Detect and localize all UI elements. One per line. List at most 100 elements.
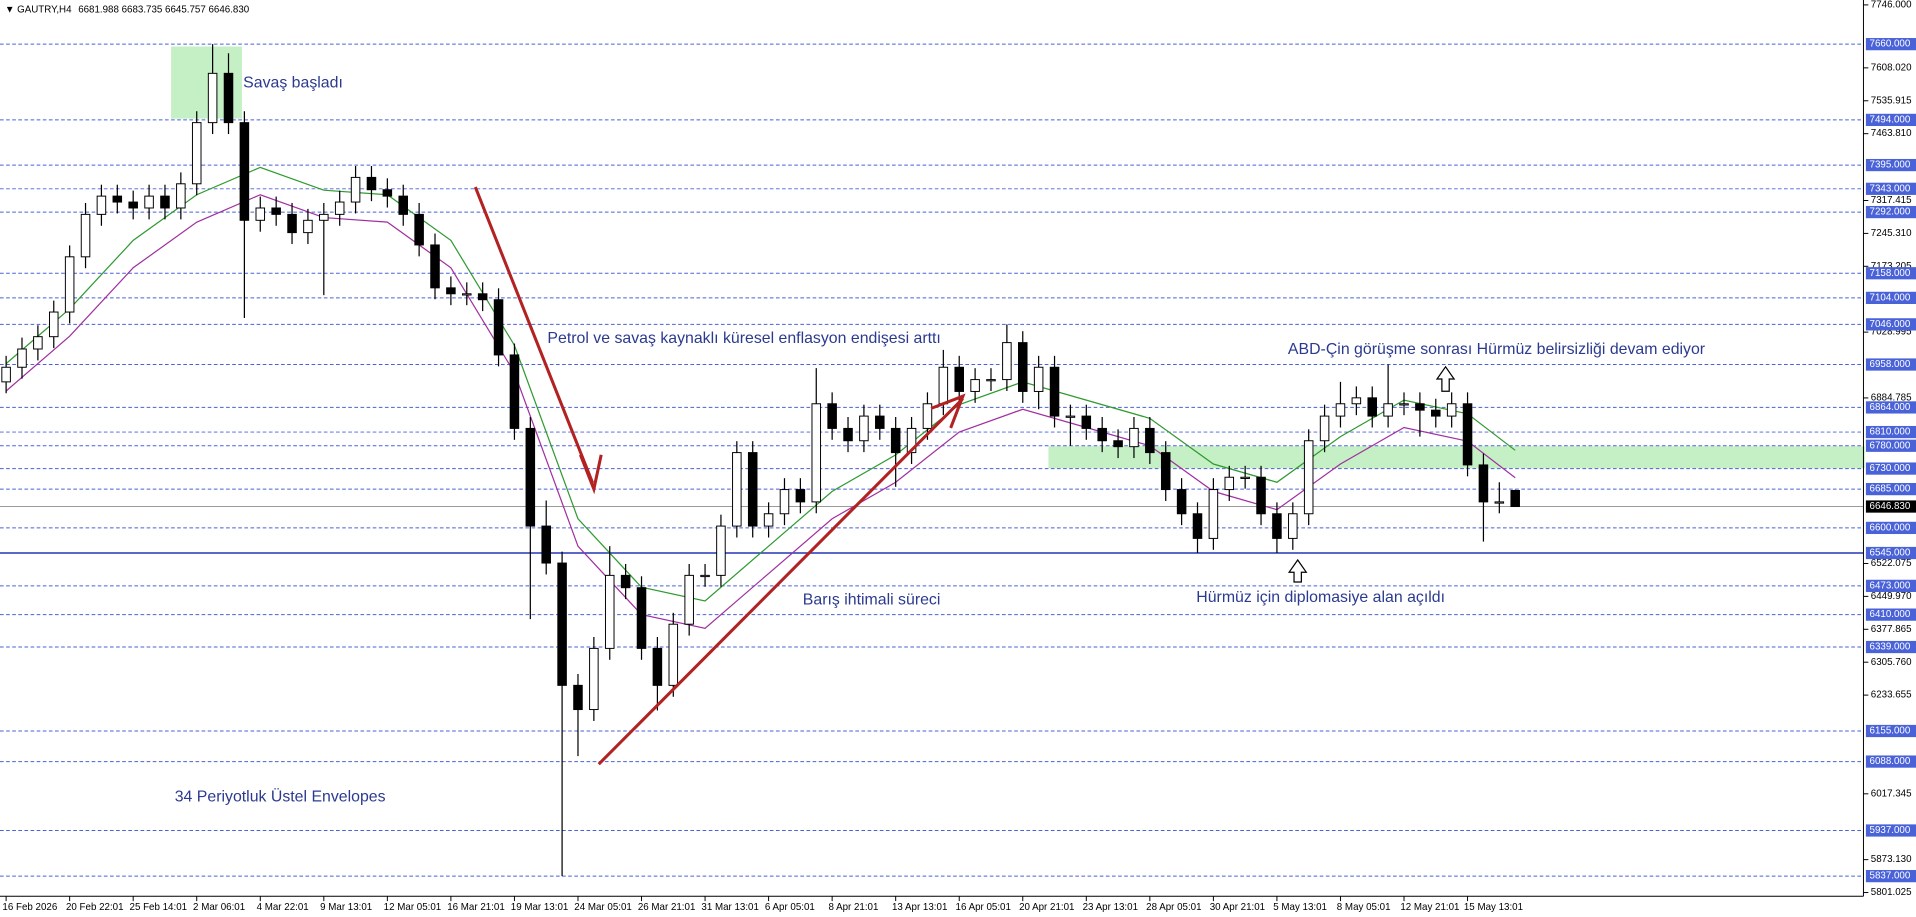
annotation: Barış ihtimali süreci bbox=[803, 592, 941, 609]
candle-body bbox=[1160, 452, 1171, 491]
y-tick-label: 7463.810 bbox=[1871, 128, 1912, 139]
candle-body bbox=[1272, 513, 1282, 539]
candle-body bbox=[1367, 397, 1378, 417]
current-price-label: 6646.830 bbox=[1870, 501, 1911, 512]
y-tick-label: 6017.345 bbox=[1871, 788, 1912, 799]
candle-body bbox=[207, 72, 218, 124]
candle-body bbox=[1510, 489, 1520, 508]
level-label-bg bbox=[1865, 182, 1916, 195]
candle-body bbox=[112, 195, 123, 203]
candle-body bbox=[64, 256, 75, 313]
level-label: 6088.000 bbox=[1870, 756, 1911, 767]
x-tick-label: 12 Mar 05:01 bbox=[384, 902, 442, 913]
envelope-line bbox=[5, 166, 1516, 602]
level-label-bg bbox=[1865, 205, 1916, 219]
level-label: 6339.000 bbox=[1870, 642, 1911, 653]
level-label: 6545.000 bbox=[1870, 548, 1911, 559]
candle-body bbox=[1065, 415, 1076, 418]
x-tick-label: 5 May 13:01 bbox=[1273, 902, 1327, 913]
level-label: 7660.000 bbox=[1870, 39, 1911, 50]
candle-body bbox=[239, 122, 250, 221]
current-price-bg bbox=[1865, 500, 1916, 513]
arrow-head bbox=[578, 454, 603, 495]
y-tick-label: 7317.415 bbox=[1871, 195, 1912, 206]
candle-body bbox=[938, 366, 949, 405]
x-tick-label: 8 Apr 21:01 bbox=[828, 902, 878, 913]
candle-body bbox=[1399, 403, 1409, 406]
candle-body bbox=[96, 195, 107, 215]
level-label-bg bbox=[1865, 546, 1916, 560]
x-tick-label: 24 Mar 05:01 bbox=[574, 902, 632, 913]
x-tick-label: 16 Feb 2026 bbox=[2, 902, 57, 913]
level-label-bg bbox=[1865, 640, 1916, 654]
annotation: 34 Periyotluk Üstel Envelopes bbox=[175, 787, 386, 805]
candle-body bbox=[509, 354, 520, 429]
candle-body bbox=[191, 122, 202, 185]
level-label-bg bbox=[1865, 291, 1916, 305]
candle-body bbox=[573, 684, 583, 711]
candle-body bbox=[1303, 440, 1314, 515]
candle-body bbox=[795, 489, 806, 503]
level-label-bg bbox=[1865, 425, 1916, 439]
level-label: 6730.000 bbox=[1870, 463, 1911, 474]
candle-body bbox=[1478, 464, 1489, 503]
candle-body bbox=[1446, 403, 1457, 417]
x-tick-label: 13 Apr 13:01 bbox=[892, 902, 947, 913]
candle-body bbox=[1335, 403, 1346, 417]
level-label: 7104.000 bbox=[1870, 292, 1911, 303]
candle-body bbox=[1319, 415, 1330, 442]
candle-body bbox=[446, 287, 456, 295]
candle-body bbox=[1017, 342, 1028, 392]
candle-body bbox=[970, 379, 980, 392]
y-tick-label: 5801.025 bbox=[1871, 887, 1912, 898]
x-tick-label: 12 May 21:01 bbox=[1400, 902, 1459, 913]
candle-body bbox=[636, 587, 647, 649]
candle-body bbox=[80, 213, 91, 258]
candle-body bbox=[1097, 427, 1107, 442]
y-tick-label: 6449.970 bbox=[1871, 591, 1912, 602]
candle-body bbox=[1256, 476, 1266, 515]
candle-body bbox=[1288, 513, 1298, 539]
candle-body bbox=[366, 176, 377, 191]
y-tick-label: 7173.205 bbox=[1871, 261, 1912, 272]
candle-body bbox=[922, 403, 933, 429]
x-tick-label: 2 Mar 06:01 bbox=[193, 902, 245, 913]
x-tick-label: 8 May 05:01 bbox=[1337, 902, 1391, 913]
candle-body bbox=[1224, 476, 1235, 491]
candle-body bbox=[604, 574, 615, 649]
candle-body bbox=[557, 562, 567, 686]
candle-body bbox=[1383, 403, 1393, 417]
y-tick-label: 7028.995 bbox=[1871, 327, 1912, 338]
zone-range bbox=[1048, 446, 1865, 469]
level-label: 6600.000 bbox=[1870, 522, 1911, 533]
candle-body bbox=[1208, 489, 1219, 539]
level-label: 7292.000 bbox=[1870, 207, 1911, 218]
level-label-bg bbox=[1865, 462, 1916, 475]
y-tick-label: 7608.020 bbox=[1871, 62, 1912, 73]
level-label-bg bbox=[1865, 158, 1916, 172]
level-label: 5937.000 bbox=[1870, 825, 1911, 836]
candle-body bbox=[430, 244, 440, 289]
x-tick-label: 20 Feb 22:01 bbox=[66, 902, 124, 913]
level-label-bg bbox=[1865, 358, 1916, 371]
candle-body bbox=[716, 525, 726, 576]
level-label: 7158.000 bbox=[1870, 268, 1911, 279]
level-label-bg bbox=[1865, 824, 1916, 837]
x-tick-label: 30 Apr 21:01 bbox=[1210, 902, 1265, 913]
candle-body bbox=[525, 427, 536, 527]
candle-body bbox=[271, 207, 281, 215]
x-tick-label: 9 Mar 13:01 bbox=[320, 902, 372, 913]
x-tick-label: 15 May 13:01 bbox=[1464, 902, 1523, 913]
x-tick-label: 4 Mar 22:01 bbox=[257, 902, 309, 913]
up-arrow bbox=[1287, 558, 1308, 583]
candle-body bbox=[128, 201, 138, 209]
x-tick-label: 16 Apr 05:01 bbox=[956, 902, 1011, 913]
candle-body bbox=[303, 219, 313, 234]
candle-body bbox=[668, 623, 679, 686]
y-tick-label: 5873.130 bbox=[1871, 854, 1912, 865]
candle-body bbox=[382, 189, 393, 197]
candle-body bbox=[589, 647, 599, 711]
level-label: 6780.000 bbox=[1870, 440, 1911, 451]
